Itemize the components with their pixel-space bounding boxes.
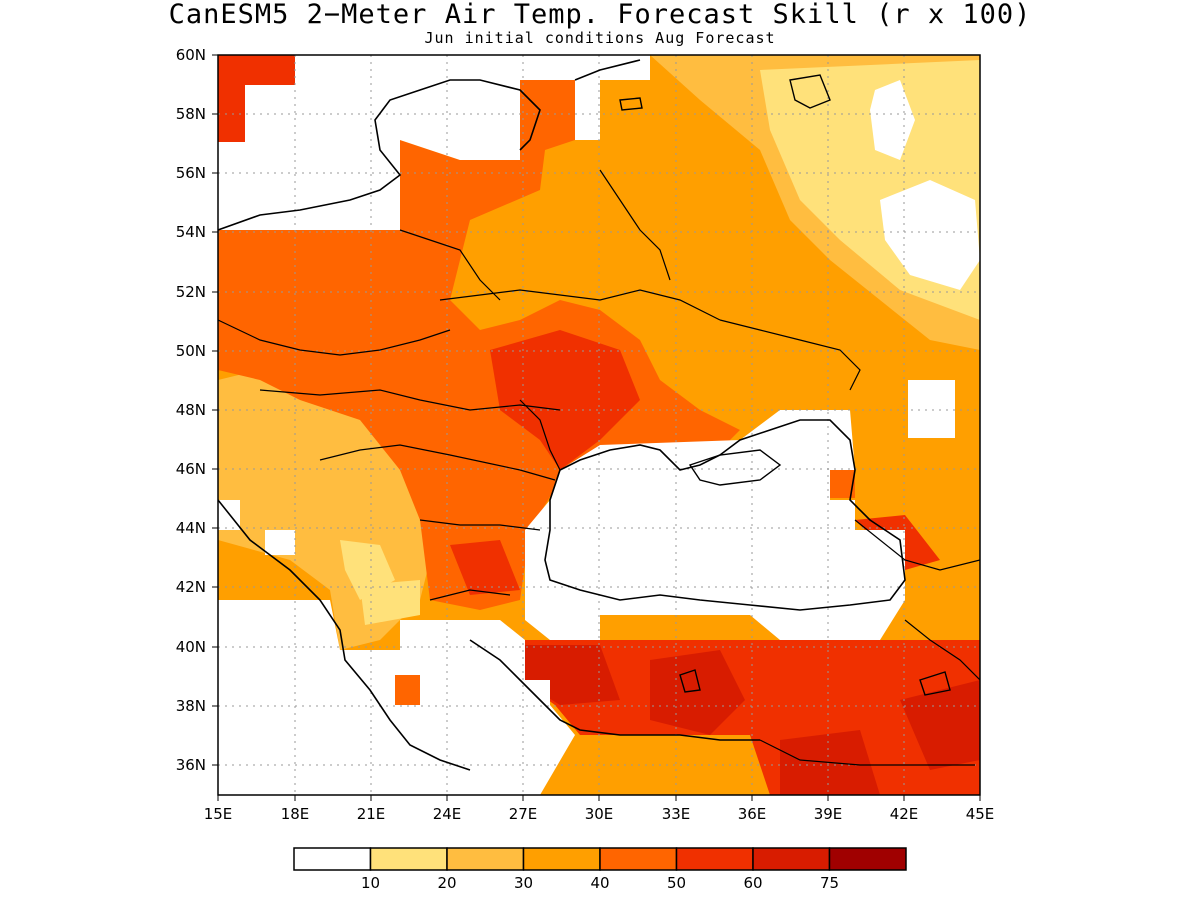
colorbar-bin xyxy=(522,847,601,871)
lat-label: 54N xyxy=(176,223,206,241)
border-czech-poland xyxy=(218,319,451,356)
border-greece-bulgaria xyxy=(429,589,511,601)
border-caucasus xyxy=(854,519,980,571)
lon-label: 45E xyxy=(966,805,995,823)
colorbar-bin xyxy=(675,847,754,871)
border-russia-belarus xyxy=(599,169,671,281)
skill-field xyxy=(218,55,980,795)
map-title: CanESM5 2−Meter Air Temp. Forecast Skill… xyxy=(168,0,1032,30)
lat-label: 50N xyxy=(176,342,206,360)
lon-labels: 15E 18E 21E 24E 27E 30E 33E 36E 39E 42E … xyxy=(204,805,995,823)
border-poland-belarus xyxy=(399,229,501,301)
lake-tuz xyxy=(679,669,701,693)
lon-label: 42E xyxy=(890,805,919,823)
lon-label: 15E xyxy=(204,805,233,823)
lon-label: 39E xyxy=(814,805,843,823)
lat-label: 52N xyxy=(176,283,206,301)
border-bulgaria-north xyxy=(419,519,541,531)
colorbar-label: 40 xyxy=(590,874,609,892)
adriatic-ionian-coast xyxy=(218,499,471,771)
lat-label: 42N xyxy=(176,578,206,596)
lon-label: 33E xyxy=(662,805,691,823)
lat-label: 40N xyxy=(176,638,206,656)
map-subtitle: Jun initial conditions Aug Forecast xyxy=(424,29,776,47)
colorbar-label: 10 xyxy=(361,874,380,892)
colorbar-label: 60 xyxy=(743,874,762,892)
border-moldova xyxy=(519,399,561,471)
skill-40-50-peloponnese xyxy=(395,675,420,705)
colorbar-bin xyxy=(599,847,678,871)
border-hungary-north xyxy=(259,389,561,411)
baltic-coast xyxy=(218,79,541,231)
lon-label: 27E xyxy=(509,805,538,823)
lat-label: 60N xyxy=(176,46,206,64)
mask-adriatic-cell-2 xyxy=(265,530,295,555)
skill-40-50-cell xyxy=(830,465,855,498)
axis-ticks xyxy=(212,54,981,801)
skill-masked-ne-2 xyxy=(880,180,980,290)
colorbar-label: 50 xyxy=(667,874,686,892)
border-turkey-syria xyxy=(759,739,975,766)
lake-onega xyxy=(789,74,831,109)
lon-label: 36E xyxy=(738,805,767,823)
colorbar-label: 20 xyxy=(437,874,456,892)
black-sea-coast xyxy=(544,419,906,611)
skill-50-60-bulgaria xyxy=(450,540,520,595)
lake-van xyxy=(919,671,951,696)
colorbar-bin xyxy=(446,847,525,871)
colorbar-label: 30 xyxy=(514,874,533,892)
country-borders xyxy=(218,169,980,766)
skill-10-20-patch-2 xyxy=(360,580,420,625)
lat-label: 48N xyxy=(176,401,206,419)
border-romania-south xyxy=(319,444,556,481)
skill-50-60-sweden-top xyxy=(218,55,295,142)
finland-coast xyxy=(574,59,641,81)
anatolia-south-coast xyxy=(469,639,760,741)
lat-label: 38N xyxy=(176,697,206,715)
map-grid xyxy=(218,55,980,795)
lake-peipus xyxy=(619,97,643,111)
colorbar-bin xyxy=(369,847,448,871)
crimea-outline xyxy=(688,449,782,486)
colorbar-bin xyxy=(293,847,372,871)
coastlines xyxy=(218,59,906,771)
lat-label: 46N xyxy=(176,460,206,478)
skill-40-50-central xyxy=(218,80,740,610)
colorbar-bin xyxy=(752,847,831,871)
colorbar: 10 20 30 40 50 60 75 xyxy=(293,847,907,892)
lat-label: 36N xyxy=(176,756,206,774)
lat-label: 56N xyxy=(176,164,206,182)
border-russia-ukraine xyxy=(719,319,861,391)
skill-30-40-caucasus xyxy=(850,430,980,600)
border-turkey-east xyxy=(904,619,980,681)
lon-label: 30E xyxy=(585,805,614,823)
colorbar-label: 75 xyxy=(820,874,839,892)
inland-waters xyxy=(619,74,951,696)
skill-60-75-east-turkey xyxy=(900,680,980,770)
lon-label: 21E xyxy=(357,805,386,823)
mask-caspian-cell xyxy=(908,380,955,438)
lat-label: 44N xyxy=(176,519,206,537)
skill-50-60-ukraine xyxy=(490,330,640,470)
mask-baltic xyxy=(218,55,650,230)
border-ukraine-north xyxy=(439,289,721,321)
colorbar-bin xyxy=(828,847,907,871)
skill-60-75-central-turkey xyxy=(650,650,745,735)
mask-black-sea xyxy=(525,410,905,640)
lon-label: 18E xyxy=(281,805,310,823)
lon-label: 24E xyxy=(433,805,462,823)
lat-label: 58N xyxy=(176,105,206,123)
lat-labels: 60N 58N 56N 54N 52N 50N 48N 46N 44N 42N … xyxy=(176,46,206,774)
